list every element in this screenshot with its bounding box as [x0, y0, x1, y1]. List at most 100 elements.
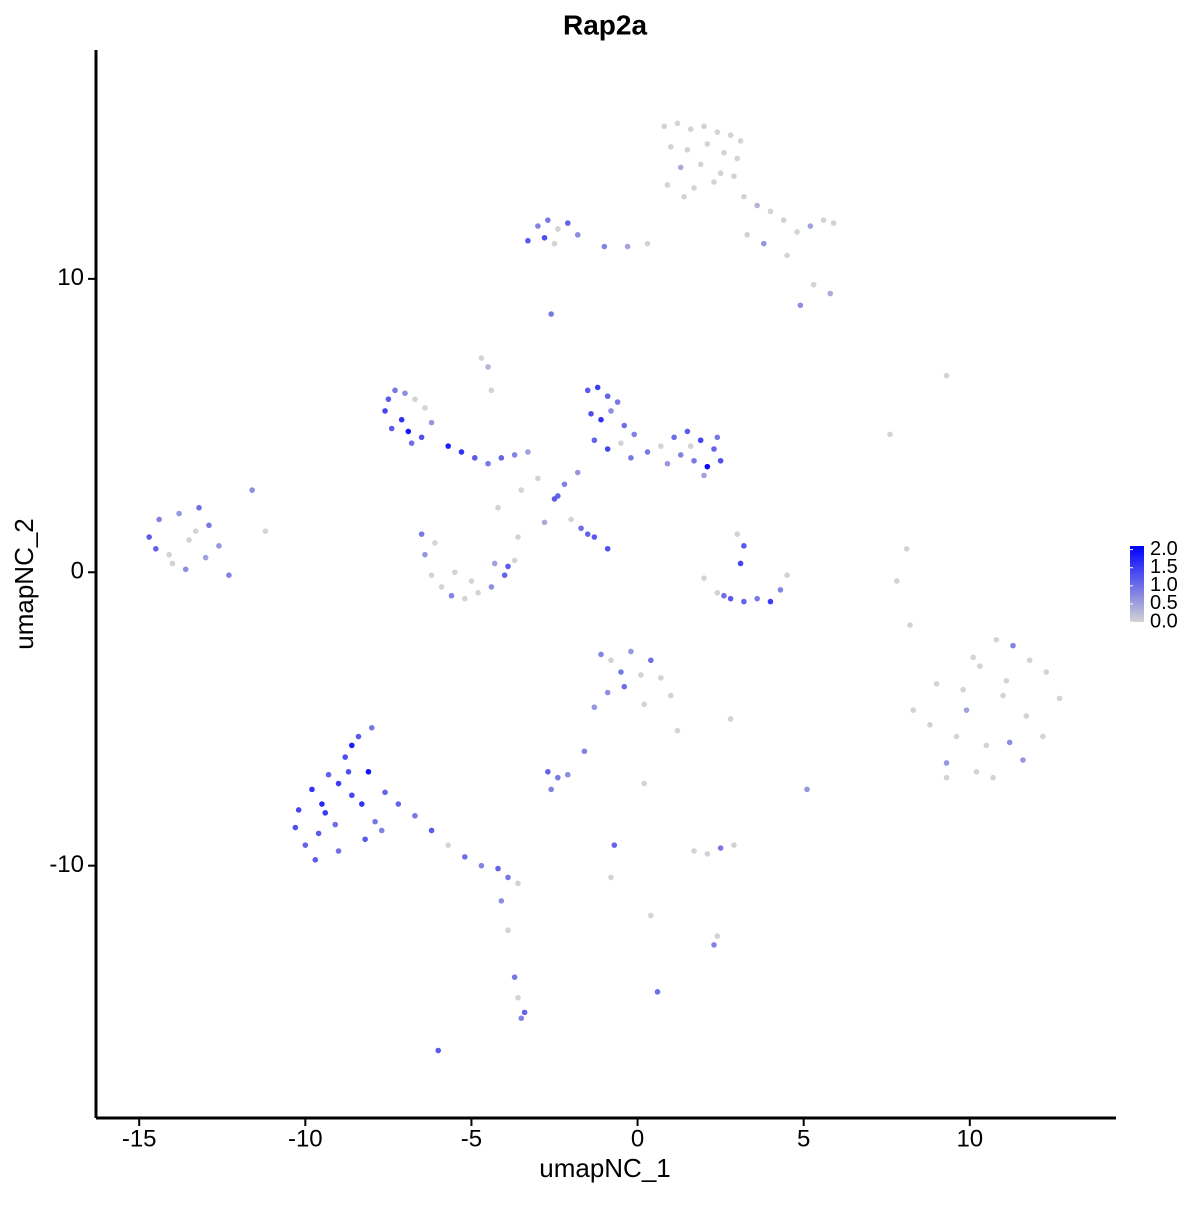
point — [319, 801, 325, 807]
point — [382, 789, 388, 796]
point — [332, 821, 339, 828]
point — [521, 1009, 528, 1016]
point — [953, 733, 960, 740]
point — [372, 818, 378, 825]
point — [511, 974, 518, 980]
point — [687, 126, 694, 133]
point — [933, 680, 940, 687]
point — [667, 144, 674, 150]
point — [701, 575, 707, 581]
point — [741, 598, 747, 605]
y-tick-label: 10 — [57, 264, 84, 291]
point — [505, 563, 511, 570]
point — [365, 768, 372, 775]
point — [737, 138, 744, 144]
point — [461, 595, 468, 602]
point — [671, 434, 677, 441]
point — [741, 193, 747, 200]
point — [714, 434, 721, 441]
point — [973, 768, 980, 775]
point — [741, 543, 747, 549]
point — [525, 449, 531, 455]
point — [721, 592, 727, 599]
point — [943, 372, 950, 379]
point — [471, 455, 478, 461]
point — [176, 510, 182, 517]
point — [664, 182, 671, 188]
point — [515, 994, 521, 1001]
point — [734, 155, 741, 162]
point — [717, 170, 724, 177]
point — [731, 842, 737, 848]
x-axis-label: umapNC_1 — [539, 1153, 671, 1183]
point — [541, 519, 548, 526]
point — [780, 217, 787, 223]
point — [495, 504, 501, 511]
point — [445, 842, 451, 848]
point — [438, 584, 445, 590]
point — [548, 311, 554, 317]
x-tick-label: 5 — [797, 1125, 810, 1152]
point — [711, 179, 717, 185]
point — [292, 824, 299, 831]
point — [428, 419, 435, 426]
point — [1010, 642, 1016, 649]
point — [644, 449, 651, 455]
points — [146, 120, 1063, 1054]
point — [1056, 695, 1063, 702]
point — [412, 396, 418, 402]
point — [691, 185, 697, 191]
point — [309, 786, 315, 793]
point — [943, 760, 950, 766]
point — [574, 469, 581, 476]
point — [378, 827, 385, 834]
point — [392, 387, 398, 394]
point — [598, 416, 604, 423]
point — [628, 648, 634, 655]
point — [691, 848, 697, 854]
point — [664, 460, 671, 467]
x-tick-label: -5 — [461, 1125, 482, 1152]
point — [485, 364, 491, 370]
point — [684, 146, 691, 153]
point — [295, 807, 302, 813]
colorbar-tick-label: 2.0 — [1150, 538, 1178, 560]
colorbar-tick-label: 0.0 — [1150, 610, 1178, 632]
point — [807, 223, 814, 229]
colorbar-tick-label: 1.5 — [1150, 556, 1178, 578]
point — [887, 431, 893, 438]
point — [621, 422, 628, 429]
point — [574, 232, 581, 238]
point — [545, 768, 551, 775]
point — [312, 857, 319, 863]
point — [1020, 757, 1026, 763]
point — [551, 496, 558, 502]
point — [1003, 678, 1010, 684]
y-tick-label: 0 — [71, 558, 84, 585]
point — [631, 431, 638, 438]
point — [488, 387, 495, 394]
point — [428, 827, 435, 834]
point — [202, 554, 209, 561]
point — [717, 845, 724, 851]
point — [614, 399, 621, 405]
point — [641, 780, 648, 787]
point — [405, 428, 412, 435]
point — [674, 120, 681, 127]
point — [515, 534, 521, 540]
point — [704, 463, 711, 470]
point — [358, 801, 365, 807]
point — [368, 724, 375, 731]
point — [641, 701, 648, 708]
point — [687, 443, 694, 449]
point — [445, 443, 451, 449]
point — [667, 692, 674, 699]
point — [461, 854, 468, 860]
point — [677, 452, 684, 458]
point — [302, 842, 309, 848]
point — [548, 786, 554, 793]
point — [551, 240, 558, 247]
point — [345, 768, 352, 775]
point — [475, 590, 481, 596]
point — [448, 592, 455, 599]
